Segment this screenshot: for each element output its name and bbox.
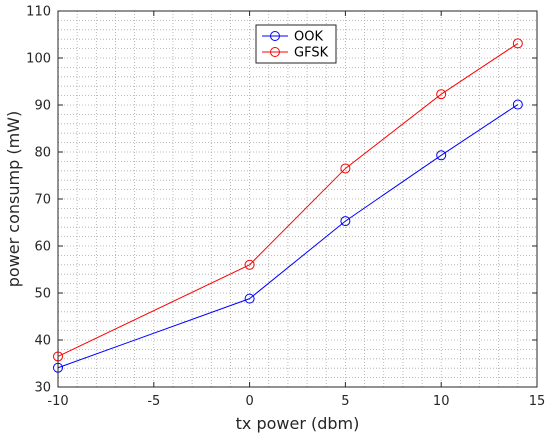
x-tick-label: 15 [529,394,546,409]
series-line-gfsk [57,43,519,357]
grid [58,11,537,387]
y-tick-label: 90 [34,99,51,114]
y-tick-label: 40 [34,334,51,349]
y-tick-label: 50 [34,287,51,302]
y-tick-label: 60 [34,240,51,255]
legend-box [255,24,337,64]
x-tick-label: 5 [341,394,349,409]
plot-frame [57,10,538,388]
y-tick-label: 80 [34,146,51,161]
legend-label-ook: OOK [294,30,323,45]
x-tick-label: 0 [245,394,253,409]
data-point-ook [340,216,351,227]
series-layer [53,38,523,373]
y-tick-label: 30 [34,381,51,396]
data-point-gfsk [244,259,255,270]
ticks: -10 -5 0 5 10 15 30 40 50 60 70 80 90 100 110 [26,5,545,410]
x-axis-label: tx power (dbm) [236,414,360,433]
y-tick-label: 100 [26,52,51,67]
y-axis-label: power consump (mW) [4,111,23,287]
data-point-ook [244,293,255,304]
x-tick-label: -5 [147,394,160,409]
data-point-gfsk [512,38,523,49]
x-tick-label: 10 [433,394,450,409]
legend-label-gfsk: GFSK [294,46,329,61]
series-line-ook [57,104,519,369]
data-point-ook [512,99,523,110]
y-tick-label: 110 [26,5,51,20]
data-point-gfsk [436,89,447,100]
data-point-ook [436,150,447,161]
data-point-gfsk [340,163,351,174]
legend-marker-ook [270,31,280,41]
legend-marker-gfsk [270,47,280,57]
y-tick-label: 70 [34,193,51,208]
x-tick-label: -10 [47,394,68,409]
